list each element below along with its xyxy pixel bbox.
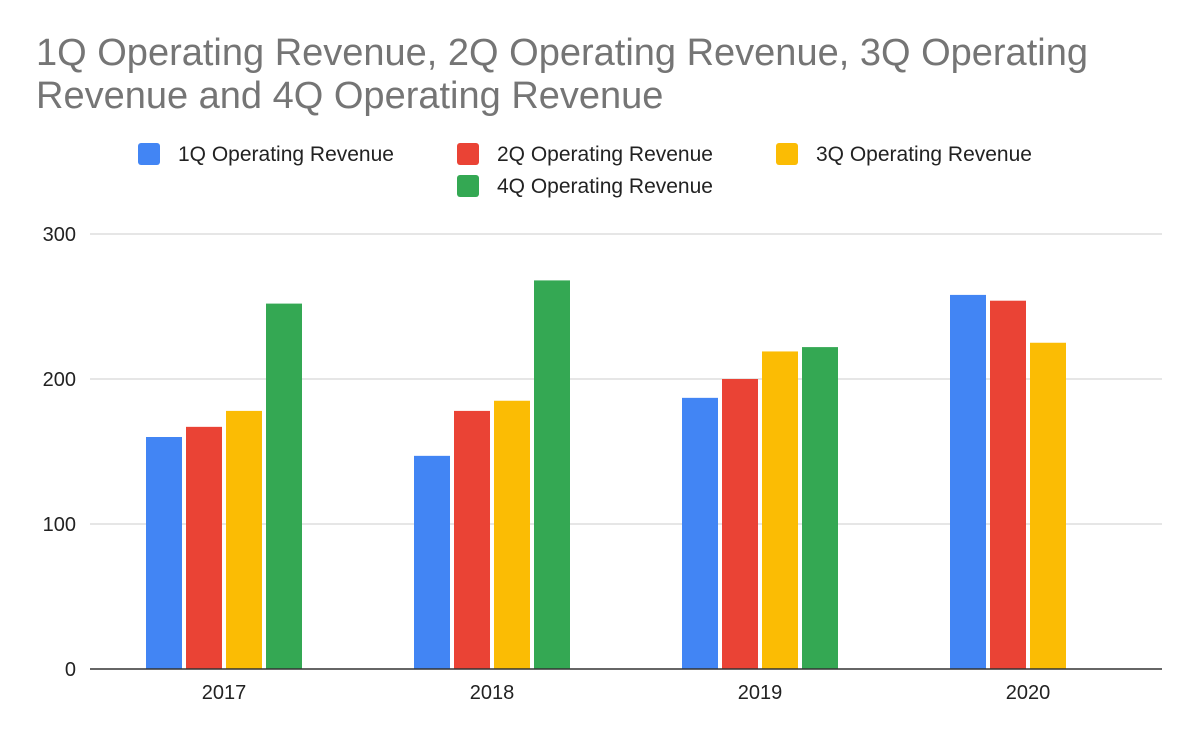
bar-2017-1q	[146, 437, 182, 669]
x-tick-label-2017: 2017	[202, 682, 247, 704]
bar-2017-3q	[226, 410, 262, 669]
bar-2019-1q	[682, 397, 718, 669]
legend-swatch-1q	[138, 143, 160, 165]
y-tick-label-0: 0	[65, 659, 76, 681]
bar-2018-2q	[454, 410, 490, 669]
y-tick-label-100: 100	[43, 514, 76, 536]
chart-title: 1Q Operating Revenue, 2Q Operating Reven…	[36, 32, 1088, 117]
bar-2019-4q	[802, 347, 838, 669]
bar-2017-4q	[266, 303, 302, 669]
legend-label-3q: 3Q Operating Revenue	[816, 143, 1032, 166]
bar-2020-2q	[990, 300, 1026, 669]
x-tick-label-2019: 2019	[738, 682, 783, 704]
legend-label-4q: 4Q Operating Revenue	[497, 175, 713, 198]
bar-2017-2q	[186, 426, 222, 669]
chart-legend: 1Q Operating Revenue 2Q Operating Revenue…	[138, 143, 1032, 198]
bar-2019-2q	[722, 379, 758, 669]
bar-2018-4q	[534, 280, 570, 669]
legend-swatch-2q	[457, 143, 479, 165]
x-tick-label-2020: 2020	[1006, 682, 1051, 704]
bar-2020-3q	[1030, 342, 1066, 669]
x-tick-label-2018: 2018	[470, 682, 515, 704]
y-tick-label-200: 200	[43, 369, 76, 391]
legend-swatch-4q	[457, 175, 479, 197]
bars	[146, 280, 1066, 669]
bar-2018-1q	[414, 455, 450, 669]
x-axis: 2017 2018 2019 2020	[90, 668, 1162, 704]
legend-label-2q: 2Q Operating Revenue	[497, 143, 713, 166]
bar-2018-3q	[494, 400, 530, 669]
y-axis: 0 100 200 300	[43, 224, 76, 681]
bar-2020-1q	[950, 294, 986, 669]
legend-swatch-3q	[776, 143, 798, 165]
y-tick-label-300: 300	[43, 224, 76, 246]
bar-2019-3q	[762, 351, 798, 669]
legend-label-1q: 1Q Operating Revenue	[178, 143, 394, 166]
